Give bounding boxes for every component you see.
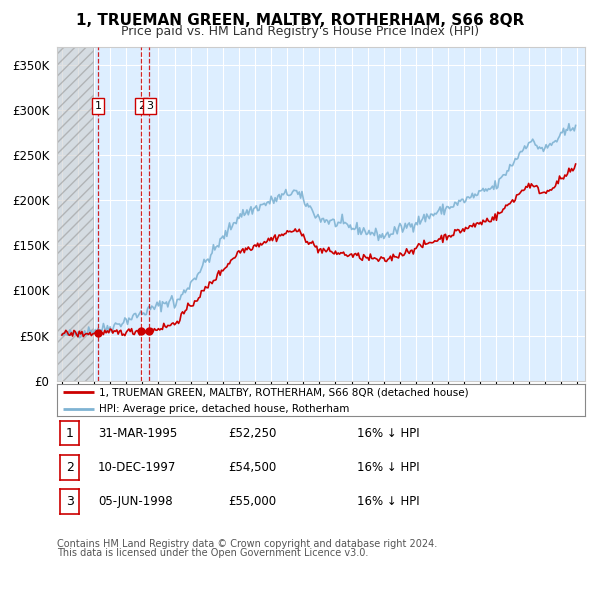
Text: 3: 3 — [65, 495, 74, 508]
Text: 05-JUN-1998: 05-JUN-1998 — [98, 495, 172, 508]
Text: 2: 2 — [65, 461, 74, 474]
Text: Contains HM Land Registry data © Crown copyright and database right 2024.: Contains HM Land Registry data © Crown c… — [57, 539, 437, 549]
Text: 1: 1 — [95, 101, 101, 111]
Text: 1, TRUEMAN GREEN, MALTBY, ROTHERHAM, S66 8QR: 1, TRUEMAN GREEN, MALTBY, ROTHERHAM, S66… — [76, 13, 524, 28]
Text: 16% ↓ HPI: 16% ↓ HPI — [357, 461, 419, 474]
Text: 1, TRUEMAN GREEN, MALTBY, ROTHERHAM, S66 8QR (detached house): 1, TRUEMAN GREEN, MALTBY, ROTHERHAM, S66… — [99, 387, 469, 397]
Text: £52,250: £52,250 — [228, 427, 277, 440]
Text: 31-MAR-1995: 31-MAR-1995 — [98, 427, 177, 440]
Text: 3: 3 — [146, 101, 153, 111]
Text: 2: 2 — [138, 101, 145, 111]
Text: 10-DEC-1997: 10-DEC-1997 — [98, 461, 176, 474]
Text: Price paid vs. HM Land Registry's House Price Index (HPI): Price paid vs. HM Land Registry's House … — [121, 25, 479, 38]
Text: This data is licensed under the Open Government Licence v3.0.: This data is licensed under the Open Gov… — [57, 548, 368, 558]
Text: 16% ↓ HPI: 16% ↓ HPI — [357, 427, 419, 440]
Text: £54,500: £54,500 — [228, 461, 276, 474]
Bar — [57, 47, 93, 381]
Text: 16% ↓ HPI: 16% ↓ HPI — [357, 495, 419, 508]
Text: £55,000: £55,000 — [228, 495, 276, 508]
Text: HPI: Average price, detached house, Rotherham: HPI: Average price, detached house, Roth… — [99, 404, 350, 414]
Text: 1: 1 — [65, 427, 74, 440]
